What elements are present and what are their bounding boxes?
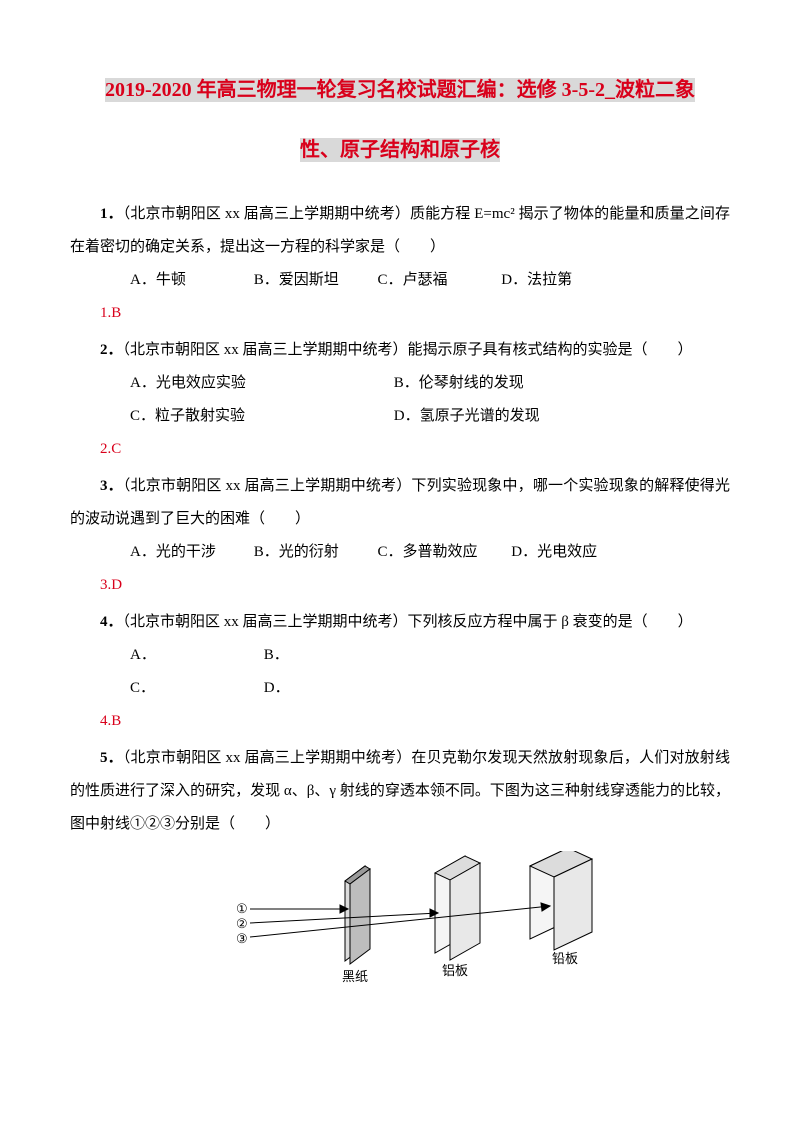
option-a: A．光的干涉 bbox=[100, 536, 220, 569]
label-paper: 黑纸 bbox=[342, 969, 368, 984]
question-source: （北京市朝阳区 xx 届高三上学期期中统考） bbox=[123, 478, 412, 494]
question-2: 2．（北京市朝阳区 xx 届高三上学期期中统考）能揭示原子具有核式结构的实验是（… bbox=[70, 334, 730, 466]
question-5: 5．（北京市朝阳区 xx 届高三上学期期中统考）在贝克勒尔发现天然放射现象后，人… bbox=[70, 742, 730, 841]
options-row: A．光的干涉 B．光的衍射 C．多普勒效应 D．光电效应 bbox=[70, 536, 730, 569]
option-c: C．粒子散射实验 bbox=[100, 400, 360, 433]
answer: 3.D bbox=[70, 569, 730, 602]
option-b: B． bbox=[234, 639, 364, 672]
option-d: D．法拉第 bbox=[471, 264, 591, 297]
title-line-2: 性、原子结构和原子核 bbox=[300, 138, 500, 162]
black-paper bbox=[345, 866, 370, 964]
question-source: （北京市朝阳区 xx 届高三上学期期中统考） bbox=[123, 342, 408, 358]
question-number: 3． bbox=[100, 478, 123, 494]
option-a: A．光电效应实验 bbox=[100, 367, 360, 400]
option-a: A．牛顿 bbox=[100, 264, 220, 297]
option-c: C．多普勒效应 bbox=[348, 536, 478, 569]
answer: 1.B bbox=[70, 297, 730, 330]
options-row-2: C．粒子散射实验 D．氢原子光谱的发现 bbox=[70, 400, 730, 433]
question-1: 1．（北京市朝阳区 xx 届高三上学期期中统考）质能方程 E=mc² 揭示了物体… bbox=[70, 198, 730, 330]
answer: 4.B bbox=[70, 705, 730, 738]
option-c: C． bbox=[100, 672, 230, 705]
title-line-1: 2019-2020 年高三物理一轮复习名校试题汇编：选修 3-5-2_波粒二象 bbox=[105, 78, 695, 102]
option-d: D． bbox=[234, 672, 364, 705]
rays bbox=[250, 903, 550, 937]
lead-plate bbox=[530, 851, 592, 950]
answer: 2.C bbox=[70, 433, 730, 466]
question-source: （北京市朝阳区 xx 届高三上学期期中统考） bbox=[123, 750, 412, 766]
question-stem: 下列核反应方程中属于 β 衰变的是（ ） bbox=[408, 614, 693, 630]
option-d: D．氢原子光谱的发现 bbox=[364, 400, 624, 433]
question-number: 2． bbox=[100, 342, 123, 358]
question-number: 5． bbox=[100, 750, 123, 766]
options-row-2: C． D． bbox=[70, 672, 730, 705]
ray-label-3: ③ bbox=[236, 931, 248, 946]
question-number: 1． bbox=[100, 206, 123, 222]
option-c: C．卢瑟福 bbox=[348, 264, 468, 297]
label-aluminum: 铝板 bbox=[442, 963, 468, 978]
options-row-1: A． B． bbox=[70, 639, 730, 672]
aluminum-plate bbox=[435, 856, 480, 960]
label-lead: 铅板 bbox=[552, 951, 578, 966]
question-3: 3．（北京市朝阳区 xx 届高三上学期期中统考）下列实验现象中，哪一个实验现象的… bbox=[70, 470, 730, 602]
option-d: D．光电效应 bbox=[481, 536, 601, 569]
options-row: A．牛顿 B．爱因斯坦 C．卢瑟福 D．法拉第 bbox=[70, 264, 730, 297]
penetration-diagram: ① ② ③ 黑纸 铝板 铅板 bbox=[70, 851, 730, 1006]
ray-label-2: ② bbox=[236, 916, 248, 931]
options-row-1: A．光电效应实验 B．伦琴射线的发现 bbox=[70, 367, 730, 400]
ray-label-1: ① bbox=[236, 901, 248, 916]
option-b: B．光的衍射 bbox=[224, 536, 344, 569]
document-page: 2019-2020 年高三物理一轮复习名校试题汇编：选修 3-5-2_波粒二象 … bbox=[0, 0, 800, 1036]
diagram-svg: ① ② ③ 黑纸 铝板 铅板 bbox=[190, 851, 610, 1001]
option-b: B．伦琴射线的发现 bbox=[364, 367, 624, 400]
question-number: 4． bbox=[100, 614, 123, 630]
option-b: B．爱因斯坦 bbox=[224, 264, 344, 297]
document-title: 2019-2020 年高三物理一轮复习名校试题汇编：选修 3-5-2_波粒二象 … bbox=[70, 70, 730, 170]
question-stem: 能揭示原子具有核式结构的实验是（ ） bbox=[408, 342, 693, 358]
question-source: （北京市朝阳区 xx 届高三上学期期中统考） bbox=[123, 614, 408, 630]
option-a: A． bbox=[100, 639, 230, 672]
question-source: （北京市朝阳区 xx 届高三上学期期中统考） bbox=[123, 206, 410, 222]
question-4: 4．（北京市朝阳区 xx 届高三上学期期中统考）下列核反应方程中属于 β 衰变的… bbox=[70, 606, 730, 738]
